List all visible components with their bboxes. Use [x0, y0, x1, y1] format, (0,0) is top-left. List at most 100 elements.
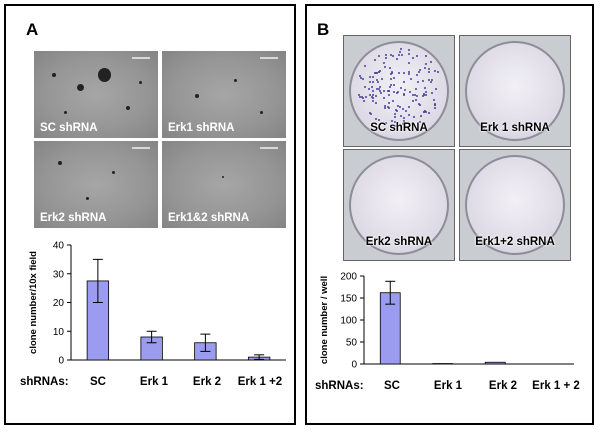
colony-dot	[419, 69, 422, 72]
colony-dot	[383, 62, 386, 65]
colony-dot	[375, 95, 378, 98]
colony-dot	[424, 87, 427, 90]
colony-dot	[412, 93, 415, 96]
colony-dot	[52, 73, 56, 77]
colony-dot	[404, 88, 407, 91]
x-axis-prefix: shRNAs:	[20, 376, 69, 388]
colony-dot	[408, 106, 411, 109]
colony-dot	[394, 109, 397, 112]
colony-dot	[398, 54, 401, 57]
colony-dot	[419, 104, 422, 107]
colony-dot	[423, 110, 426, 113]
colony-dot	[375, 72, 378, 75]
micrograph-caption: Erk1 shRNA	[168, 122, 235, 134]
colony-dot	[424, 91, 427, 94]
colony-dot	[434, 104, 437, 107]
colony-dot	[363, 99, 366, 102]
scale-bar	[260, 147, 278, 149]
colony-dot	[390, 77, 393, 80]
colony-dot	[429, 80, 432, 83]
scale-bar	[260, 57, 278, 59]
colony-dot	[389, 83, 392, 86]
y-tick-label: 0	[58, 356, 64, 367]
colony-dot	[375, 79, 378, 82]
colony-dot	[410, 78, 412, 81]
colony-dot	[369, 75, 372, 78]
micrograph-erk1: Erk1 shRNA	[162, 51, 286, 138]
bar	[484, 361, 506, 365]
y-tick-label: 100	[340, 316, 357, 327]
colony-dot	[387, 90, 390, 93]
x-tick-label: Erk 1 +2	[238, 376, 282, 388]
colony-dot	[391, 100, 394, 103]
colony-dot	[401, 123, 404, 126]
x-tick-label: SC	[90, 376, 106, 388]
colony-dot	[361, 96, 364, 99]
colony-dot	[425, 63, 428, 66]
colony-dot	[399, 50, 402, 53]
colony-dot	[363, 86, 366, 89]
colony-dot	[359, 96, 362, 99]
x-tick-label: Erk 1	[140, 376, 169, 388]
colony-dot	[390, 72, 393, 75]
y-axis-label: clone number / well	[319, 276, 330, 364]
colony-dot	[416, 73, 419, 76]
colony-dot	[427, 70, 430, 73]
plate-caption: Erk1+2 shRNA	[475, 236, 555, 248]
colony-dot	[399, 87, 402, 90]
colony-dot	[388, 67, 391, 70]
colony-dot	[425, 111, 428, 114]
colony-dot	[364, 96, 367, 99]
colony-dot	[368, 94, 371, 97]
colony-dot	[377, 81, 380, 84]
colony-dot	[384, 56, 387, 59]
colony-dot	[423, 67, 426, 70]
y-tick-label: 10	[53, 327, 65, 338]
colony-dot	[403, 117, 406, 120]
colony-dot	[387, 101, 390, 104]
colony-dot	[395, 91, 398, 94]
plate-erk1: Erk 1 shRNA	[459, 35, 571, 147]
y-tick-label: 50	[346, 338, 358, 349]
colony-dot	[378, 87, 381, 90]
colony-dot	[367, 87, 370, 90]
colony-dot	[195, 94, 199, 98]
colony-dot	[407, 61, 410, 64]
colony-dot	[435, 87, 438, 90]
colony-dot	[400, 114, 403, 117]
x-tick-label: Erk 1 + 2	[532, 380, 580, 392]
colony-dot	[394, 120, 397, 123]
colony-dot	[382, 89, 385, 92]
colony-dot	[407, 53, 410, 56]
colony-dot	[427, 111, 430, 114]
colony-dot	[411, 57, 414, 60]
colony-dot	[415, 88, 418, 91]
colony-dot	[422, 93, 425, 96]
dish	[465, 155, 565, 255]
panel-a: A SC shRNA Erk1 shRNA Erk2 shRNA Erk1&2 …	[4, 4, 296, 425]
micrograph-erk2: Erk2 shRNA	[34, 141, 158, 228]
y-tick-label: 200	[340, 272, 357, 283]
colony-dot	[387, 107, 390, 110]
colony-dot	[437, 71, 440, 74]
colony-dot	[358, 94, 361, 97]
colony-dot	[394, 124, 397, 127]
x-tick-label: Erk 2	[193, 376, 221, 388]
colony-dot	[393, 90, 396, 93]
colony-dot	[369, 112, 372, 115]
colony-dot	[389, 86, 392, 89]
y-tick-label: 150	[340, 294, 357, 305]
colony-dot	[372, 81, 375, 84]
colony-dot	[363, 65, 366, 68]
colony-dot	[397, 105, 400, 108]
panel-b-label: B	[317, 20, 330, 39]
x-tick-label: Erk 2	[489, 380, 517, 392]
dish	[349, 41, 449, 141]
chart-b: 0 50 100 150 200 clone number / well SC Erk 1 Er…	[315, 272, 580, 393]
colony-dot	[415, 95, 418, 98]
colony-dot	[420, 114, 423, 117]
colony-dot	[391, 71, 394, 74]
micrograph-caption: Erk1&2 shRNA	[168, 212, 250, 224]
colony-dot	[424, 93, 427, 96]
colony-dot	[422, 95, 425, 98]
